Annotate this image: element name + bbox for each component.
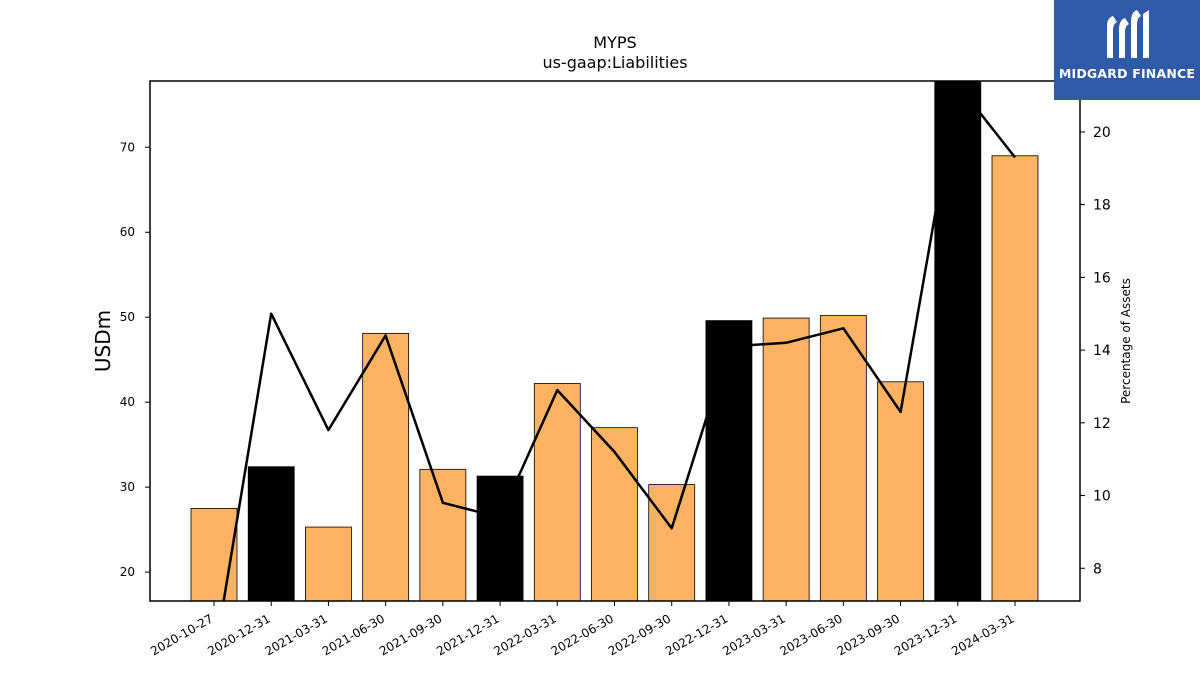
x-tick-label: 2021-06-30 bbox=[320, 611, 387, 658]
x-tick-label: 2020-12-31 bbox=[205, 611, 272, 658]
x-tick-label: 2022-06-30 bbox=[549, 611, 616, 658]
right-tick-label: 14 bbox=[1093, 343, 1111, 359]
bar-2024-03-31 bbox=[991, 155, 1039, 601]
x-tick-label: 2021-12-31 bbox=[434, 611, 501, 658]
left-tick-label: 40 bbox=[120, 395, 135, 409]
line-group bbox=[222, 83, 1016, 601]
right-tick-label: 12 bbox=[1093, 416, 1111, 432]
x-tick-label: 2023-06-30 bbox=[777, 611, 844, 658]
left-tick-label: 70 bbox=[120, 140, 135, 154]
bar-2020-12-31 bbox=[247, 466, 295, 601]
y2-axis-label: Percentage of Assets bbox=[1119, 278, 1133, 404]
bar-2021-03-31 bbox=[305, 526, 352, 601]
percentage-line bbox=[222, 83, 1016, 601]
left-axis: 20 30 40 50 60 70 bbox=[120, 140, 150, 579]
x-tick-label: 2021-03-31 bbox=[263, 611, 330, 658]
x-tick-label: 2022-03-31 bbox=[491, 611, 558, 658]
left-tick-label: 50 bbox=[120, 310, 135, 324]
chart-title: MYPS bbox=[593, 33, 636, 52]
bar-2021-06-30 bbox=[362, 332, 410, 601]
bar-2023-12-31 bbox=[934, 81, 982, 601]
right-tick-label: 20 bbox=[1093, 125, 1111, 141]
right-tick-label: 16 bbox=[1093, 270, 1111, 286]
brand-logo: MIDGARD FINANCE bbox=[1054, 0, 1200, 100]
bar-2023-03-31 bbox=[762, 317, 810, 601]
x-axis: 2020-10-272020-12-312021-03-312021-06-30… bbox=[148, 601, 1017, 658]
bar-2022-09-30 bbox=[648, 484, 696, 601]
midgard-m-logo-icon bbox=[1107, 10, 1149, 58]
bar-2021-09-30 bbox=[419, 468, 467, 601]
bar-2023-06-30 bbox=[819, 315, 867, 601]
right-tick-label: 10 bbox=[1093, 489, 1111, 505]
bar-2023-09-30 bbox=[877, 381, 924, 601]
x-tick-label: 2023-09-30 bbox=[835, 611, 902, 658]
bars-group bbox=[190, 81, 1039, 601]
bar-2020-10-27 bbox=[190, 507, 238, 601]
y-axis-label: USDm bbox=[91, 310, 115, 372]
bar-2022-03-31 bbox=[533, 383, 581, 601]
bar-2022-06-30 bbox=[591, 427, 638, 601]
x-tick-label: 2024-03-31 bbox=[949, 611, 1016, 658]
brand-name: MIDGARD FINANCE bbox=[1058, 66, 1196, 81]
right-axis: 8 10 12 14 16 18 20 bbox=[1080, 125, 1111, 577]
x-tick-label: 2023-12-31 bbox=[892, 611, 959, 658]
bar-2022-12-31 bbox=[705, 320, 753, 601]
x-tick-label: 2021-09-30 bbox=[377, 611, 444, 658]
x-tick-label: 2023-03-31 bbox=[720, 611, 787, 658]
left-tick-label: 20 bbox=[120, 565, 135, 579]
left-tick-label: 30 bbox=[120, 480, 135, 494]
right-tick-label: 18 bbox=[1093, 198, 1111, 214]
bar-2021-12-31 bbox=[476, 475, 524, 601]
left-tick-label: 60 bbox=[120, 225, 135, 239]
chart-subtitle: us-gaap:Liabilities bbox=[542, 53, 687, 72]
x-tick-label: 2020-10-27 bbox=[148, 611, 215, 658]
x-tick-label: 2022-12-31 bbox=[663, 611, 730, 658]
right-tick-label: 8 bbox=[1093, 561, 1102, 577]
x-tick-label: 2022-09-30 bbox=[606, 611, 673, 658]
